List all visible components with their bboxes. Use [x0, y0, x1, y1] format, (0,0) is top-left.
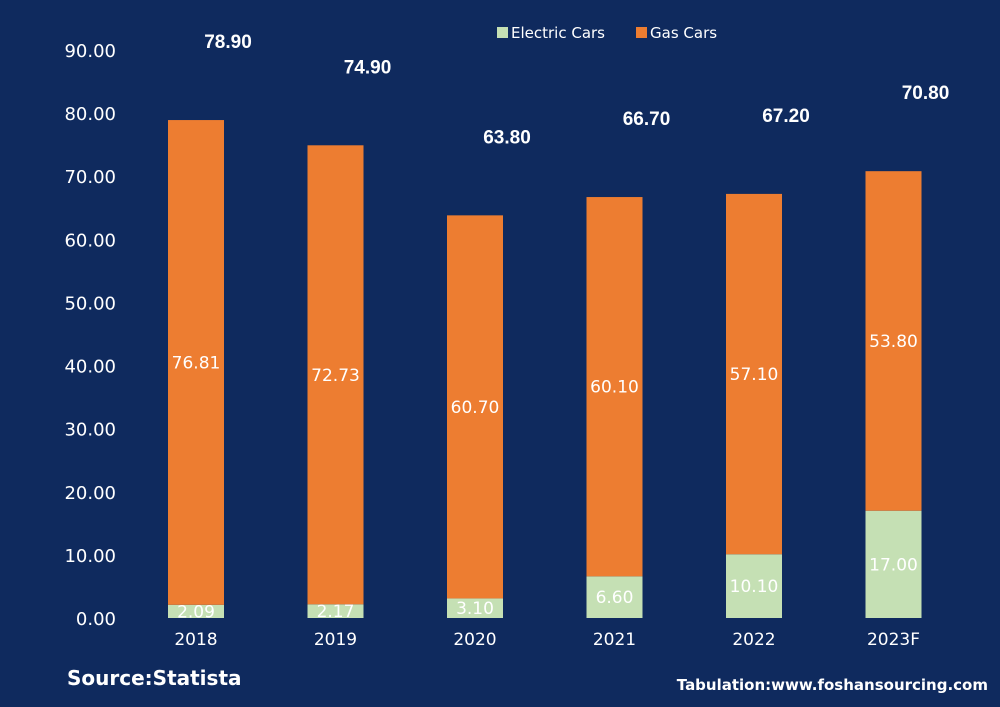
bar-electric-cars — [726, 554, 782, 618]
legend: Electric Cars Gas Cars — [497, 24, 717, 42]
data-label-electric-cars: 2.09 — [177, 602, 215, 622]
bar-electric-cars — [586, 576, 643, 618]
bar-gas-cars — [168, 120, 224, 605]
x-tick-label: 2021 — [593, 630, 636, 650]
y-tick-label: 70.00 — [64, 167, 116, 188]
x-tick-label: 2020 — [453, 630, 496, 650]
x-tick-label: 2019 — [314, 630, 357, 650]
source-note: Source:Statista — [67, 666, 242, 690]
bar-electric-cars — [447, 598, 503, 618]
y-tick-label: 30.00 — [64, 420, 116, 441]
y-tick-label: 0.00 — [76, 609, 116, 630]
bar-gas-cars — [726, 193, 782, 555]
data-label-electric-cars: 6.60 — [596, 588, 634, 608]
legend-swatch-electric-cars — [497, 27, 508, 38]
bar-gas-cars — [586, 197, 643, 577]
bar-electric-cars — [307, 604, 364, 618]
bar-gas-cars — [447, 215, 503, 599]
x-tick-label: 2023F — [867, 630, 920, 650]
y-tick-label: 20.00 — [64, 483, 116, 504]
bars: 2.09 76.81 78.90 2.17 72.73 74.90 3.10 60.70 63.… — [168, 32, 949, 622]
total-label: 78.90 — [204, 32, 252, 53]
bar-gas-cars — [307, 145, 364, 605]
total-label: 63.80 — [483, 127, 531, 148]
y-tick-label: 10.00 — [64, 546, 116, 567]
bar-gas-cars — [865, 171, 922, 511]
y-tick-label: 90.00 — [64, 41, 116, 62]
legend-swatch-gas-cars — [636, 27, 647, 38]
data-label-electric-cars: 17.00 — [869, 555, 918, 575]
total-label: 67.20 — [762, 106, 810, 127]
y-tick-label: 80.00 — [64, 104, 116, 125]
data-label-gas-cars: 76.81 — [172, 353, 221, 373]
data-label-gas-cars: 60.70 — [451, 398, 500, 418]
total-label: 74.90 — [344, 57, 392, 78]
bar-electric-cars — [168, 604, 224, 618]
data-label-gas-cars: 57.10 — [730, 365, 779, 385]
legend-label-electric-cars: Electric Cars — [511, 24, 605, 42]
data-label-electric-cars: 10.10 — [730, 577, 779, 597]
bar-electric-cars — [865, 510, 922, 618]
legend-label-gas-cars: Gas Cars — [650, 24, 717, 42]
tabulation-note: Tabulation:www.foshansourcing.com — [677, 676, 988, 694]
x-tick-label: 2022 — [732, 630, 775, 650]
y-tick-label: 60.00 — [64, 230, 116, 251]
data-label-gas-cars: 60.10 — [590, 378, 639, 398]
data-label-gas-cars: 72.73 — [311, 366, 360, 386]
y-axis-ticks: 0.00 10.00 20.00 30.00 40.00 50.00 60.00 70.00 8… — [64, 41, 116, 630]
x-axis-ticks: 2018 2019 2020 2021 2022 2023F — [174, 630, 920, 650]
y-tick-label: 40.00 — [64, 357, 116, 378]
data-label-electric-cars: 2.17 — [317, 602, 355, 622]
x-tick-label: 2018 — [174, 630, 217, 650]
data-label-electric-cars: 3.10 — [456, 599, 494, 619]
y-tick-label: 50.00 — [64, 293, 116, 314]
total-label: 66.70 — [623, 109, 671, 130]
total-label: 70.80 — [902, 83, 950, 104]
data-label-gas-cars: 53.80 — [869, 332, 918, 352]
